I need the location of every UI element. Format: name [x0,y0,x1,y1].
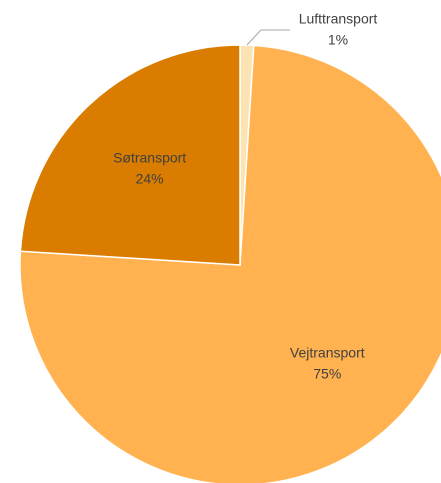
leader-line [246,29,290,46]
slice-value: 75% [313,366,341,382]
slice-label: Vejtransport [290,345,365,361]
slice-label: Søtransport [113,149,186,165]
pie-slice [19,44,241,266]
slice-label: Lufttransport [299,11,378,27]
slice-value: 1% [328,32,348,48]
pie-slice [19,44,441,483]
slice-value: 24% [136,170,164,186]
